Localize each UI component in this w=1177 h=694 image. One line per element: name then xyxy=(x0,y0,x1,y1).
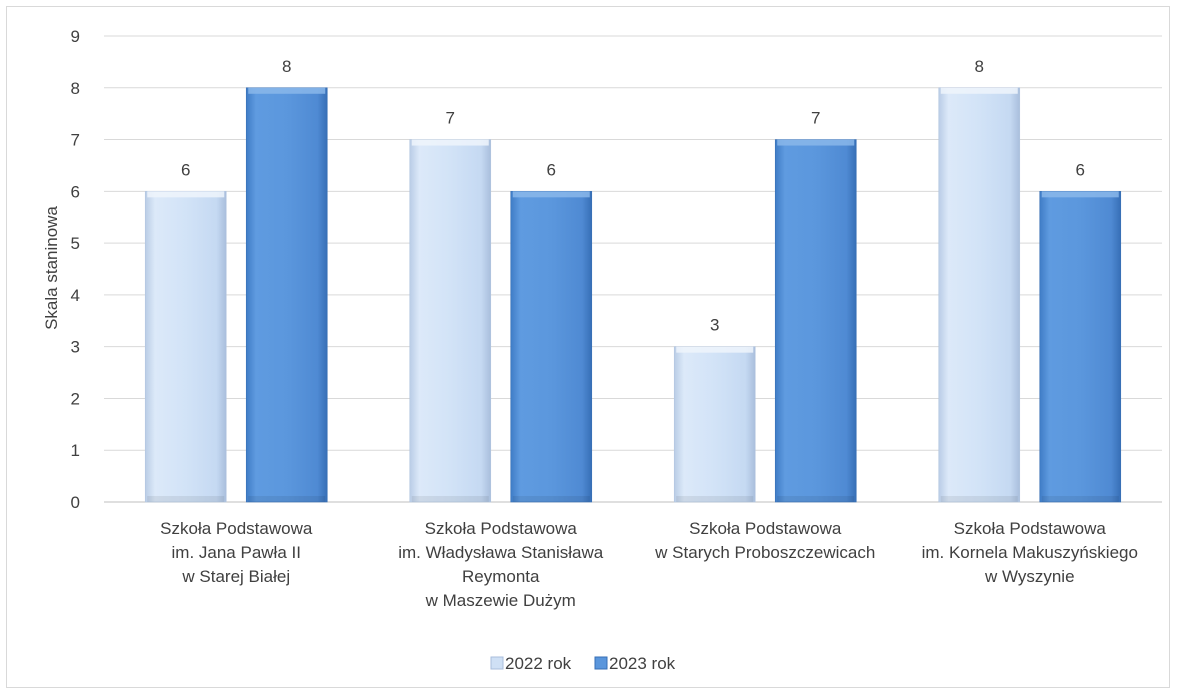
bar-bevel-bottom xyxy=(512,496,590,502)
y-tick-label: 3 xyxy=(71,338,80,357)
bar-bevel-top xyxy=(777,139,855,146)
data-label: 7 xyxy=(811,109,820,128)
y-tick-label: 8 xyxy=(71,79,80,98)
x-category-label: im. Kornela Makuszyńskiego xyxy=(922,543,1138,562)
legend-swatch xyxy=(490,656,504,670)
bar-bevel-bottom xyxy=(940,496,1018,502)
bar-bevel-bottom xyxy=(777,496,855,502)
bar-bevel-top xyxy=(512,191,590,198)
x-category-label: im. Jana Pawła II xyxy=(172,543,301,562)
bar-bevel-bottom xyxy=(1041,496,1119,502)
y-tick-label: 4 xyxy=(71,286,80,305)
bar-bevel-top xyxy=(1041,191,1119,198)
bar-2022-rok-1 xyxy=(409,139,492,503)
legend-swatch xyxy=(594,656,608,670)
data-label: 3 xyxy=(710,316,719,335)
bar-bevel-top xyxy=(147,191,225,198)
bar-2023-rok-1 xyxy=(510,191,593,503)
y-tick-label: 7 xyxy=(71,131,80,150)
bar-bevel-bottom xyxy=(676,496,754,502)
x-category-label: w Starych Proboszczewicach xyxy=(654,543,875,562)
y-tick-label: 2 xyxy=(71,389,80,408)
x-category-label: Reymonta xyxy=(462,567,540,586)
y-tick-label: 5 xyxy=(71,234,80,253)
data-label: 6 xyxy=(547,160,556,179)
y-axis: 0 1 2 3 4 5 6 7 8 9 xyxy=(71,27,80,512)
bar-2023-rok-0 xyxy=(245,87,328,503)
bar-bevel-top xyxy=(248,87,326,94)
x-category-label: Szkoła Podstawowa xyxy=(954,519,1107,538)
y-tick-label: 9 xyxy=(71,27,80,46)
data-label: 8 xyxy=(282,57,291,76)
y-tick-label: 6 xyxy=(71,182,80,201)
x-category-label: im. Władysława Stanisława xyxy=(398,543,604,562)
bar-bevel-top xyxy=(411,139,489,146)
bar-2023-rok-3 xyxy=(1039,191,1122,503)
data-label: 8 xyxy=(975,57,984,76)
bar-2022-rok-0 xyxy=(144,191,227,503)
bars xyxy=(144,87,1122,503)
y-tick-label: 1 xyxy=(71,441,80,460)
bar-bevel-bottom xyxy=(411,496,489,502)
data-label: 6 xyxy=(181,160,190,179)
data-labels: 6 8 7 6 3 7 8 6 xyxy=(181,57,1085,335)
bar-bevel-top xyxy=(676,346,754,353)
legend: 2022 rok 2023 rok xyxy=(490,654,676,673)
x-category-label: w Wyszynie xyxy=(984,567,1075,586)
bar-2022-rok-3 xyxy=(938,87,1021,503)
x-category-label: Szkoła Podstawowa xyxy=(689,519,842,538)
bar-2022-rok-2 xyxy=(673,346,756,503)
bar-bevel-bottom xyxy=(248,496,326,502)
x-category-label: w Starej Białej xyxy=(181,567,290,586)
x-category-label: Szkoła Podstawowa xyxy=(160,519,313,538)
data-label: 6 xyxy=(1076,160,1085,179)
bar-2023-rok-2 xyxy=(774,139,857,503)
x-axis-categories: Szkoła Podstawowa im. Jana Pawła II w Star… xyxy=(160,519,1138,610)
bar-bevel-bottom xyxy=(147,496,225,502)
bar-bevel-top xyxy=(940,87,1018,94)
x-category-label: Szkoła Podstawowa xyxy=(425,519,578,538)
data-label: 7 xyxy=(446,109,455,128)
legend-label: 2023 rok xyxy=(609,654,676,673)
y-axis-title: Skala staninowa xyxy=(42,206,61,330)
legend-label: 2022 rok xyxy=(505,654,572,673)
x-category-label: w Maszewie Dużym xyxy=(425,591,576,610)
y-tick-label: 0 xyxy=(71,493,80,512)
